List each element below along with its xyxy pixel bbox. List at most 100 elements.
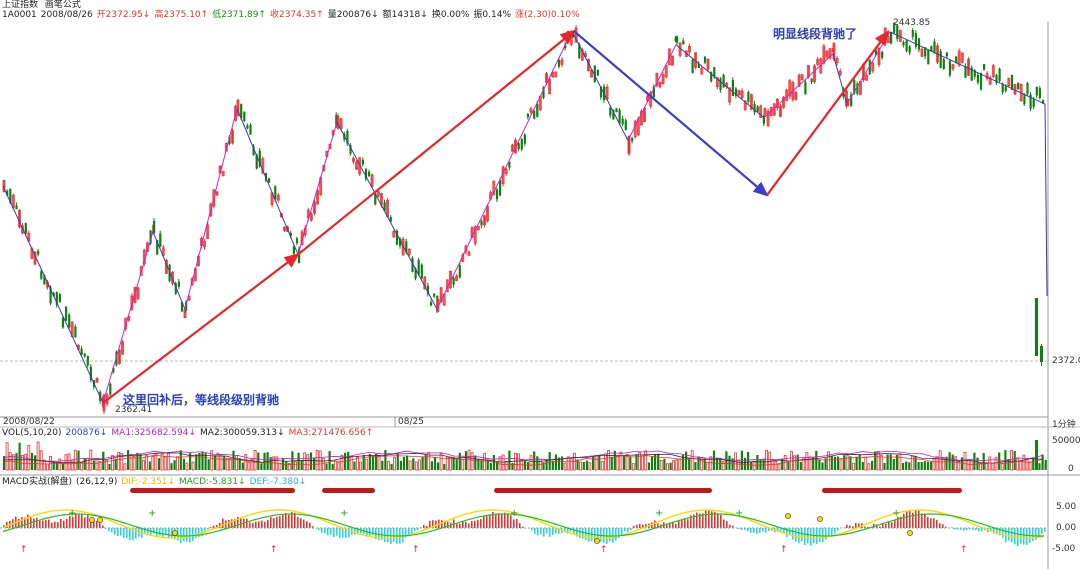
volume-bar — [542, 462, 545, 470]
candle-body — [911, 30, 914, 37]
volume-bar — [368, 453, 371, 470]
macd-bar — [144, 528, 146, 535]
macd-bar — [207, 528, 209, 530]
macd-bar — [459, 523, 461, 528]
volume-bar — [830, 455, 833, 470]
volume-bar — [585, 460, 588, 470]
macd-bar — [405, 528, 407, 538]
candle-body — [960, 52, 964, 63]
candle-body — [21, 225, 25, 234]
candle-body — [753, 103, 756, 113]
volume-bar — [334, 460, 338, 471]
vol-axis-zero: 0 — [1068, 464, 1074, 474]
volume-bar — [458, 452, 461, 470]
candle-body — [149, 230, 152, 244]
macd-bar — [894, 520, 896, 528]
volume-bar — [616, 455, 620, 471]
candle-body — [255, 154, 258, 169]
macd-title: MACD实战(解盘) — [2, 477, 73, 487]
macd-bar — [759, 528, 761, 533]
candle-body — [520, 138, 523, 150]
volume-ma1 — [2, 450, 1043, 462]
macd-bar — [432, 520, 434, 528]
macd-bar — [168, 528, 170, 539]
volume-bar — [703, 458, 706, 470]
macd-bar — [444, 520, 446, 528]
volume-bar — [318, 450, 322, 471]
macd-signal-band — [822, 488, 962, 493]
macd-bar — [48, 519, 50, 528]
volume-bar — [635, 454, 638, 470]
stroke-line — [675, 44, 765, 119]
candle-body — [917, 38, 921, 50]
macd-bar — [999, 528, 1001, 536]
candle-body — [908, 46, 911, 53]
volume-bar — [486, 459, 489, 470]
volume-bar — [876, 450, 880, 471]
macd-bar — [507, 513, 509, 528]
macd-bar — [957, 528, 959, 530]
quote-date: 2008/08/26 — [40, 10, 93, 20]
volume-bar — [170, 463, 173, 470]
volume-bar — [201, 451, 204, 470]
macd-bar — [933, 518, 935, 528]
volume-bar — [963, 451, 967, 471]
candle-body — [153, 220, 156, 233]
red-arrow-1 — [102, 253, 300, 404]
arrows-layer — [102, 29, 890, 404]
macd-bar — [513, 519, 515, 528]
macd-bar — [63, 520, 65, 528]
volume-bar — [325, 463, 328, 470]
macd-bar — [441, 520, 443, 528]
macd-bar — [240, 517, 242, 528]
volume-bar — [129, 453, 133, 471]
volume-bar — [920, 462, 923, 470]
volume-bar — [994, 456, 998, 471]
macd-bar — [618, 528, 620, 538]
macd-circle-marker — [172, 530, 178, 536]
macd-bar — [282, 514, 284, 528]
macd-bar — [471, 521, 473, 528]
macd-bar — [909, 511, 911, 528]
macd-bar — [834, 528, 836, 534]
candle-body — [703, 56, 707, 63]
volume-bar — [747, 451, 750, 470]
macd-signal-band — [322, 488, 375, 493]
candle-body — [838, 70, 842, 76]
macd-bar — [474, 520, 476, 528]
volume-bar — [929, 461, 933, 470]
volume-bar — [375, 453, 378, 470]
candle-body — [700, 68, 704, 75]
candle-body — [533, 110, 536, 119]
volume-bar — [331, 463, 334, 470]
candle-body — [283, 226, 286, 231]
volume-bar — [582, 462, 585, 470]
macd-bar — [1023, 528, 1025, 545]
formula-label[interactable]: 画笔公式 — [44, 0, 81, 10]
volume-bar — [607, 450, 610, 471]
candle-body — [376, 191, 380, 197]
period-label[interactable]: 1分钟 — [1052, 420, 1076, 430]
macd-bar — [972, 528, 974, 530]
macd-bar — [309, 522, 311, 528]
volume-bar — [731, 458, 734, 470]
macd-bar — [642, 524, 644, 528]
candle-body — [433, 293, 436, 297]
volume-bar — [625, 453, 629, 471]
candle-body — [368, 171, 371, 177]
candle-body — [349, 145, 352, 154]
macd-bar — [969, 528, 971, 530]
candle-body — [476, 225, 480, 231]
volume-bar — [247, 461, 251, 471]
candle-body — [452, 277, 455, 285]
candle-body — [554, 71, 558, 78]
macd-dea: DEF:-7.380↓ — [249, 477, 307, 487]
macd-bar — [201, 528, 203, 537]
macd-bar — [42, 520, 44, 528]
macd-bar — [198, 528, 200, 537]
macd-bar — [480, 519, 482, 528]
macd-bar — [681, 519, 683, 528]
candle-body — [392, 231, 396, 238]
volume-bar — [969, 461, 973, 471]
